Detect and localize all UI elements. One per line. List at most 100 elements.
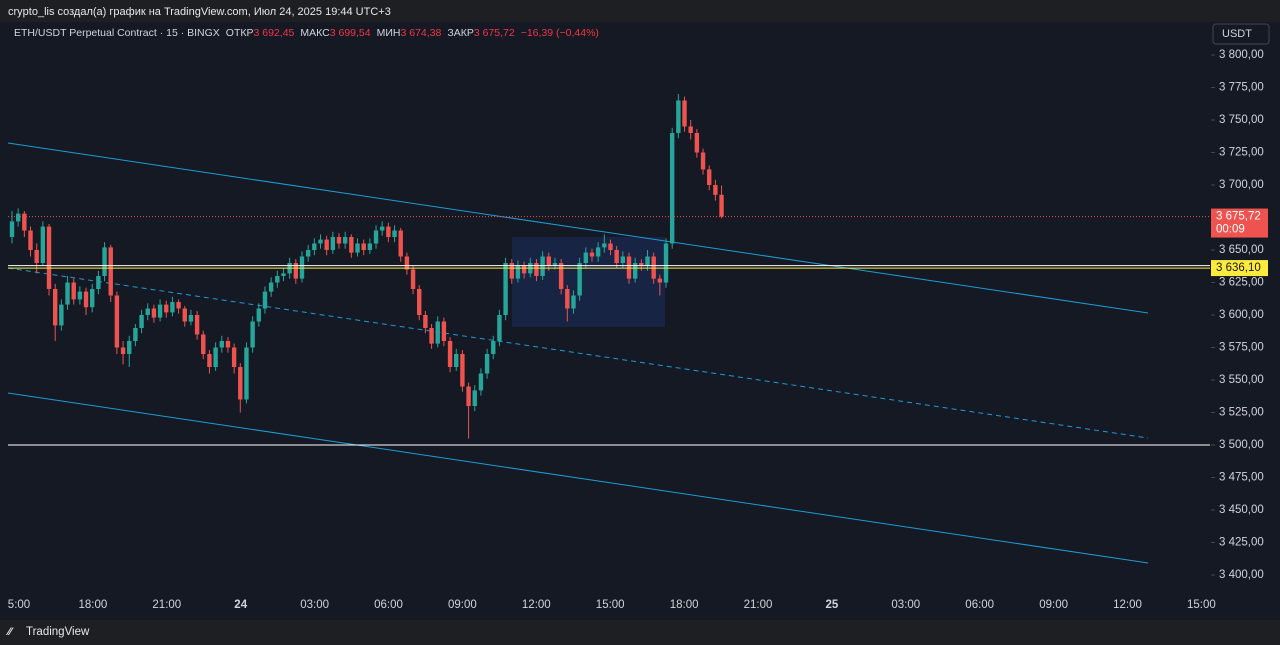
x-tick-label: 18:00 bbox=[670, 599, 699, 611]
candle-body bbox=[170, 302, 175, 313]
x-tick-label: 18:00 bbox=[79, 599, 108, 611]
candle-body bbox=[151, 308, 157, 318]
candle-body bbox=[207, 354, 212, 367]
candle-body bbox=[305, 250, 311, 257]
candle-body bbox=[571, 295, 576, 309]
high-label: МАКС bbox=[300, 27, 330, 39]
brand: TradingView bbox=[26, 626, 90, 638]
candle-body bbox=[145, 308, 150, 315]
candle-body bbox=[707, 169, 712, 185]
candle-body bbox=[367, 243, 373, 250]
candle-body bbox=[589, 252, 595, 257]
candle-body bbox=[546, 256, 551, 266]
candle-body bbox=[429, 328, 434, 344]
last-price-tag bbox=[1211, 208, 1268, 238]
y-tick-label: 3 400,00 bbox=[1219, 569, 1264, 581]
candle-body bbox=[182, 308, 187, 322]
low-value: 3 674,38 bbox=[400, 27, 441, 39]
candle-body bbox=[9, 221, 15, 237]
low-label: МИН bbox=[377, 27, 401, 39]
candle-body bbox=[238, 367, 243, 400]
candle-body bbox=[719, 194, 724, 217]
candle-body bbox=[417, 289, 422, 315]
x-tick-label: 21:00 bbox=[152, 599, 181, 611]
candle-body bbox=[225, 341, 231, 348]
candle-body bbox=[176, 302, 181, 309]
y-tick-label: 3 650,00 bbox=[1219, 244, 1264, 256]
y-tick-label: 3 600,00 bbox=[1219, 309, 1264, 321]
candle-body bbox=[688, 126, 693, 133]
candle-body bbox=[164, 304, 169, 313]
candle-body bbox=[59, 304, 64, 326]
candle-body bbox=[28, 230, 33, 250]
candle-body bbox=[398, 230, 403, 257]
currency-button[interactable] bbox=[1212, 23, 1270, 45]
y-tick-label: 3 525,00 bbox=[1219, 407, 1264, 419]
candle-body bbox=[521, 265, 527, 274]
candle-body bbox=[423, 315, 428, 328]
x-tick-label: 03:00 bbox=[891, 599, 920, 611]
candle-body bbox=[120, 347, 126, 354]
candle-body bbox=[40, 226, 46, 263]
candle-body bbox=[102, 247, 107, 276]
candle-body bbox=[676, 100, 681, 133]
range-box bbox=[512, 237, 665, 327]
candle-body bbox=[700, 152, 706, 170]
y-tick-label: 3 425,00 bbox=[1219, 537, 1264, 549]
y-tick-label: 3 550,00 bbox=[1219, 374, 1264, 386]
candle-body bbox=[219, 341, 224, 348]
candle-body bbox=[201, 334, 206, 354]
candle-body bbox=[299, 256, 305, 279]
candle-body bbox=[244, 347, 249, 400]
candle-body bbox=[194, 315, 200, 335]
legend: ETH/USDT Perpetual Contract · 15 · BINGX… bbox=[14, 27, 599, 39]
candle-body bbox=[694, 133, 700, 153]
x-tick-label: 09:00 bbox=[1039, 599, 1068, 611]
candle-body bbox=[626, 256, 632, 279]
candle-body bbox=[639, 263, 644, 266]
close-label: ЗАКР bbox=[447, 27, 473, 39]
candle-body bbox=[454, 354, 459, 367]
x-tick-label: 15:00 bbox=[1187, 599, 1216, 611]
candle-body bbox=[250, 321, 255, 348]
candle-body bbox=[497, 315, 502, 341]
candle-body bbox=[558, 263, 564, 289]
candle-body bbox=[441, 321, 447, 341]
candle-body bbox=[318, 239, 323, 244]
candle-body bbox=[602, 243, 607, 248]
candle-body bbox=[595, 247, 601, 257]
x-tick-label: 5:00 bbox=[8, 599, 30, 611]
x-tick-label: 06:00 bbox=[965, 599, 994, 611]
y-tick-label: 3 450,00 bbox=[1219, 504, 1264, 516]
candle-body bbox=[361, 243, 366, 250]
candle-body bbox=[620, 256, 626, 263]
bottom-bar bbox=[0, 620, 1280, 645]
close-value: 3 675,72 bbox=[474, 27, 515, 39]
candle-body bbox=[552, 263, 558, 266]
candle-body bbox=[127, 341, 132, 354]
candle-body bbox=[52, 289, 58, 326]
candle-body bbox=[188, 315, 194, 322]
currency-label[interactable]: USDT bbox=[1222, 28, 1252, 40]
candle-body bbox=[293, 263, 299, 279]
candle-body bbox=[330, 237, 336, 250]
level-tag bbox=[1211, 260, 1268, 277]
candle-body bbox=[34, 250, 39, 263]
candle-body bbox=[71, 282, 76, 300]
candle-body bbox=[614, 250, 619, 263]
candle-body bbox=[466, 386, 471, 406]
y-tick-label: 3 575,00 bbox=[1219, 342, 1264, 354]
candle-body bbox=[336, 237, 342, 244]
candle-body bbox=[645, 256, 650, 266]
candle-body bbox=[157, 304, 163, 318]
candle-body bbox=[373, 230, 379, 244]
candle-body bbox=[478, 373, 484, 391]
candle-body bbox=[349, 237, 354, 253]
candle-body bbox=[380, 226, 385, 231]
candle-body bbox=[663, 243, 669, 283]
candle-body bbox=[540, 256, 545, 276]
y-tick-label: 3 775,00 bbox=[1219, 82, 1264, 94]
y-tick-label: 3 500,00 bbox=[1219, 439, 1264, 451]
x-tick-label: 12:00 bbox=[522, 599, 551, 611]
author-line: crypto_lis создал(а) график на TradingVi… bbox=[8, 6, 391, 18]
